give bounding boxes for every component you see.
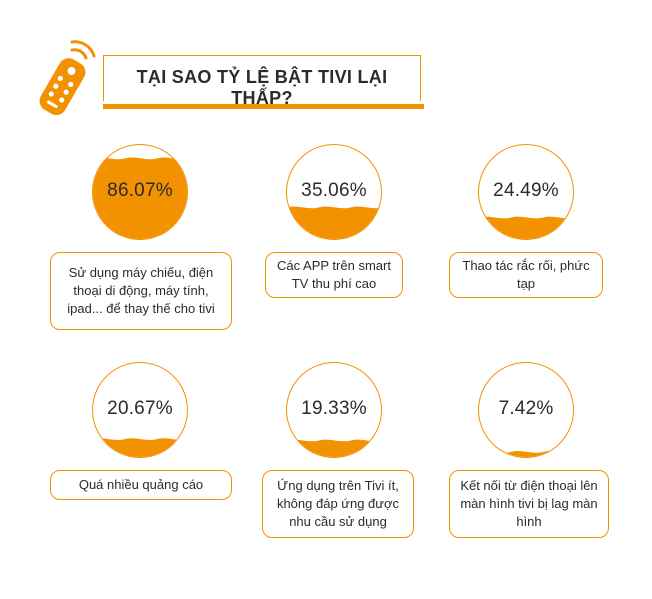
- fill-wave: [479, 451, 573, 457]
- value-circle: 86.07%: [92, 144, 188, 240]
- fill-wave: [287, 206, 381, 239]
- fill-level: [479, 451, 573, 457]
- title-box: TẠI SAO TỶ LỆ BẬT TIVI LẠI THẤP?: [103, 55, 421, 108]
- value-label: 86.07%: [107, 180, 173, 201]
- fill-level: [93, 157, 187, 239]
- category-label: Ứng dụng trên Tivi ít, không đáp ứng đượ…: [262, 470, 414, 538]
- value-circle: 19.33%: [286, 362, 382, 458]
- value-label: 24.49%: [493, 180, 559, 201]
- fill-level: [93, 438, 187, 457]
- category-label: Kết nối từ điện thoại lên màn hình tivi …: [449, 470, 609, 538]
- fill-level: [287, 439, 381, 457]
- value-label: 7.42%: [498, 398, 554, 419]
- category-label: Thao tác rắc rối, phức tạp: [449, 252, 603, 298]
- fill-wave: [479, 216, 573, 239]
- value-label: 20.67%: [107, 398, 173, 419]
- value-circle: 20.67%: [92, 362, 188, 458]
- fill-level: [287, 206, 381, 239]
- value-circle: 24.49%: [478, 144, 574, 240]
- page-title: TẠI SAO TỶ LỆ BẬT TIVI LẠI THẤP?: [136, 67, 388, 108]
- value-label: 19.33%: [301, 398, 367, 419]
- header: TẠI SAO TỶ LỆ BẬT TIVI LẠI THẤP?: [0, 0, 652, 120]
- fill-wave: [287, 439, 381, 457]
- fill-level: [479, 216, 573, 239]
- category-label: Sử dụng máy chiếu, điện thoại di động, m…: [50, 252, 232, 330]
- fill-wave: [93, 438, 187, 457]
- category-label: Các APP trên smart TV thu phí cao: [265, 252, 403, 298]
- value-circle: 35.06%: [286, 144, 382, 240]
- value-circle: 7.42%: [478, 362, 574, 458]
- tv-remote-icon: [39, 40, 96, 116]
- value-label: 35.06%: [301, 180, 367, 201]
- title-underline: [103, 104, 424, 109]
- category-label: Quá nhiều quảng cáo: [50, 470, 232, 500]
- fill-wave: [93, 157, 187, 239]
